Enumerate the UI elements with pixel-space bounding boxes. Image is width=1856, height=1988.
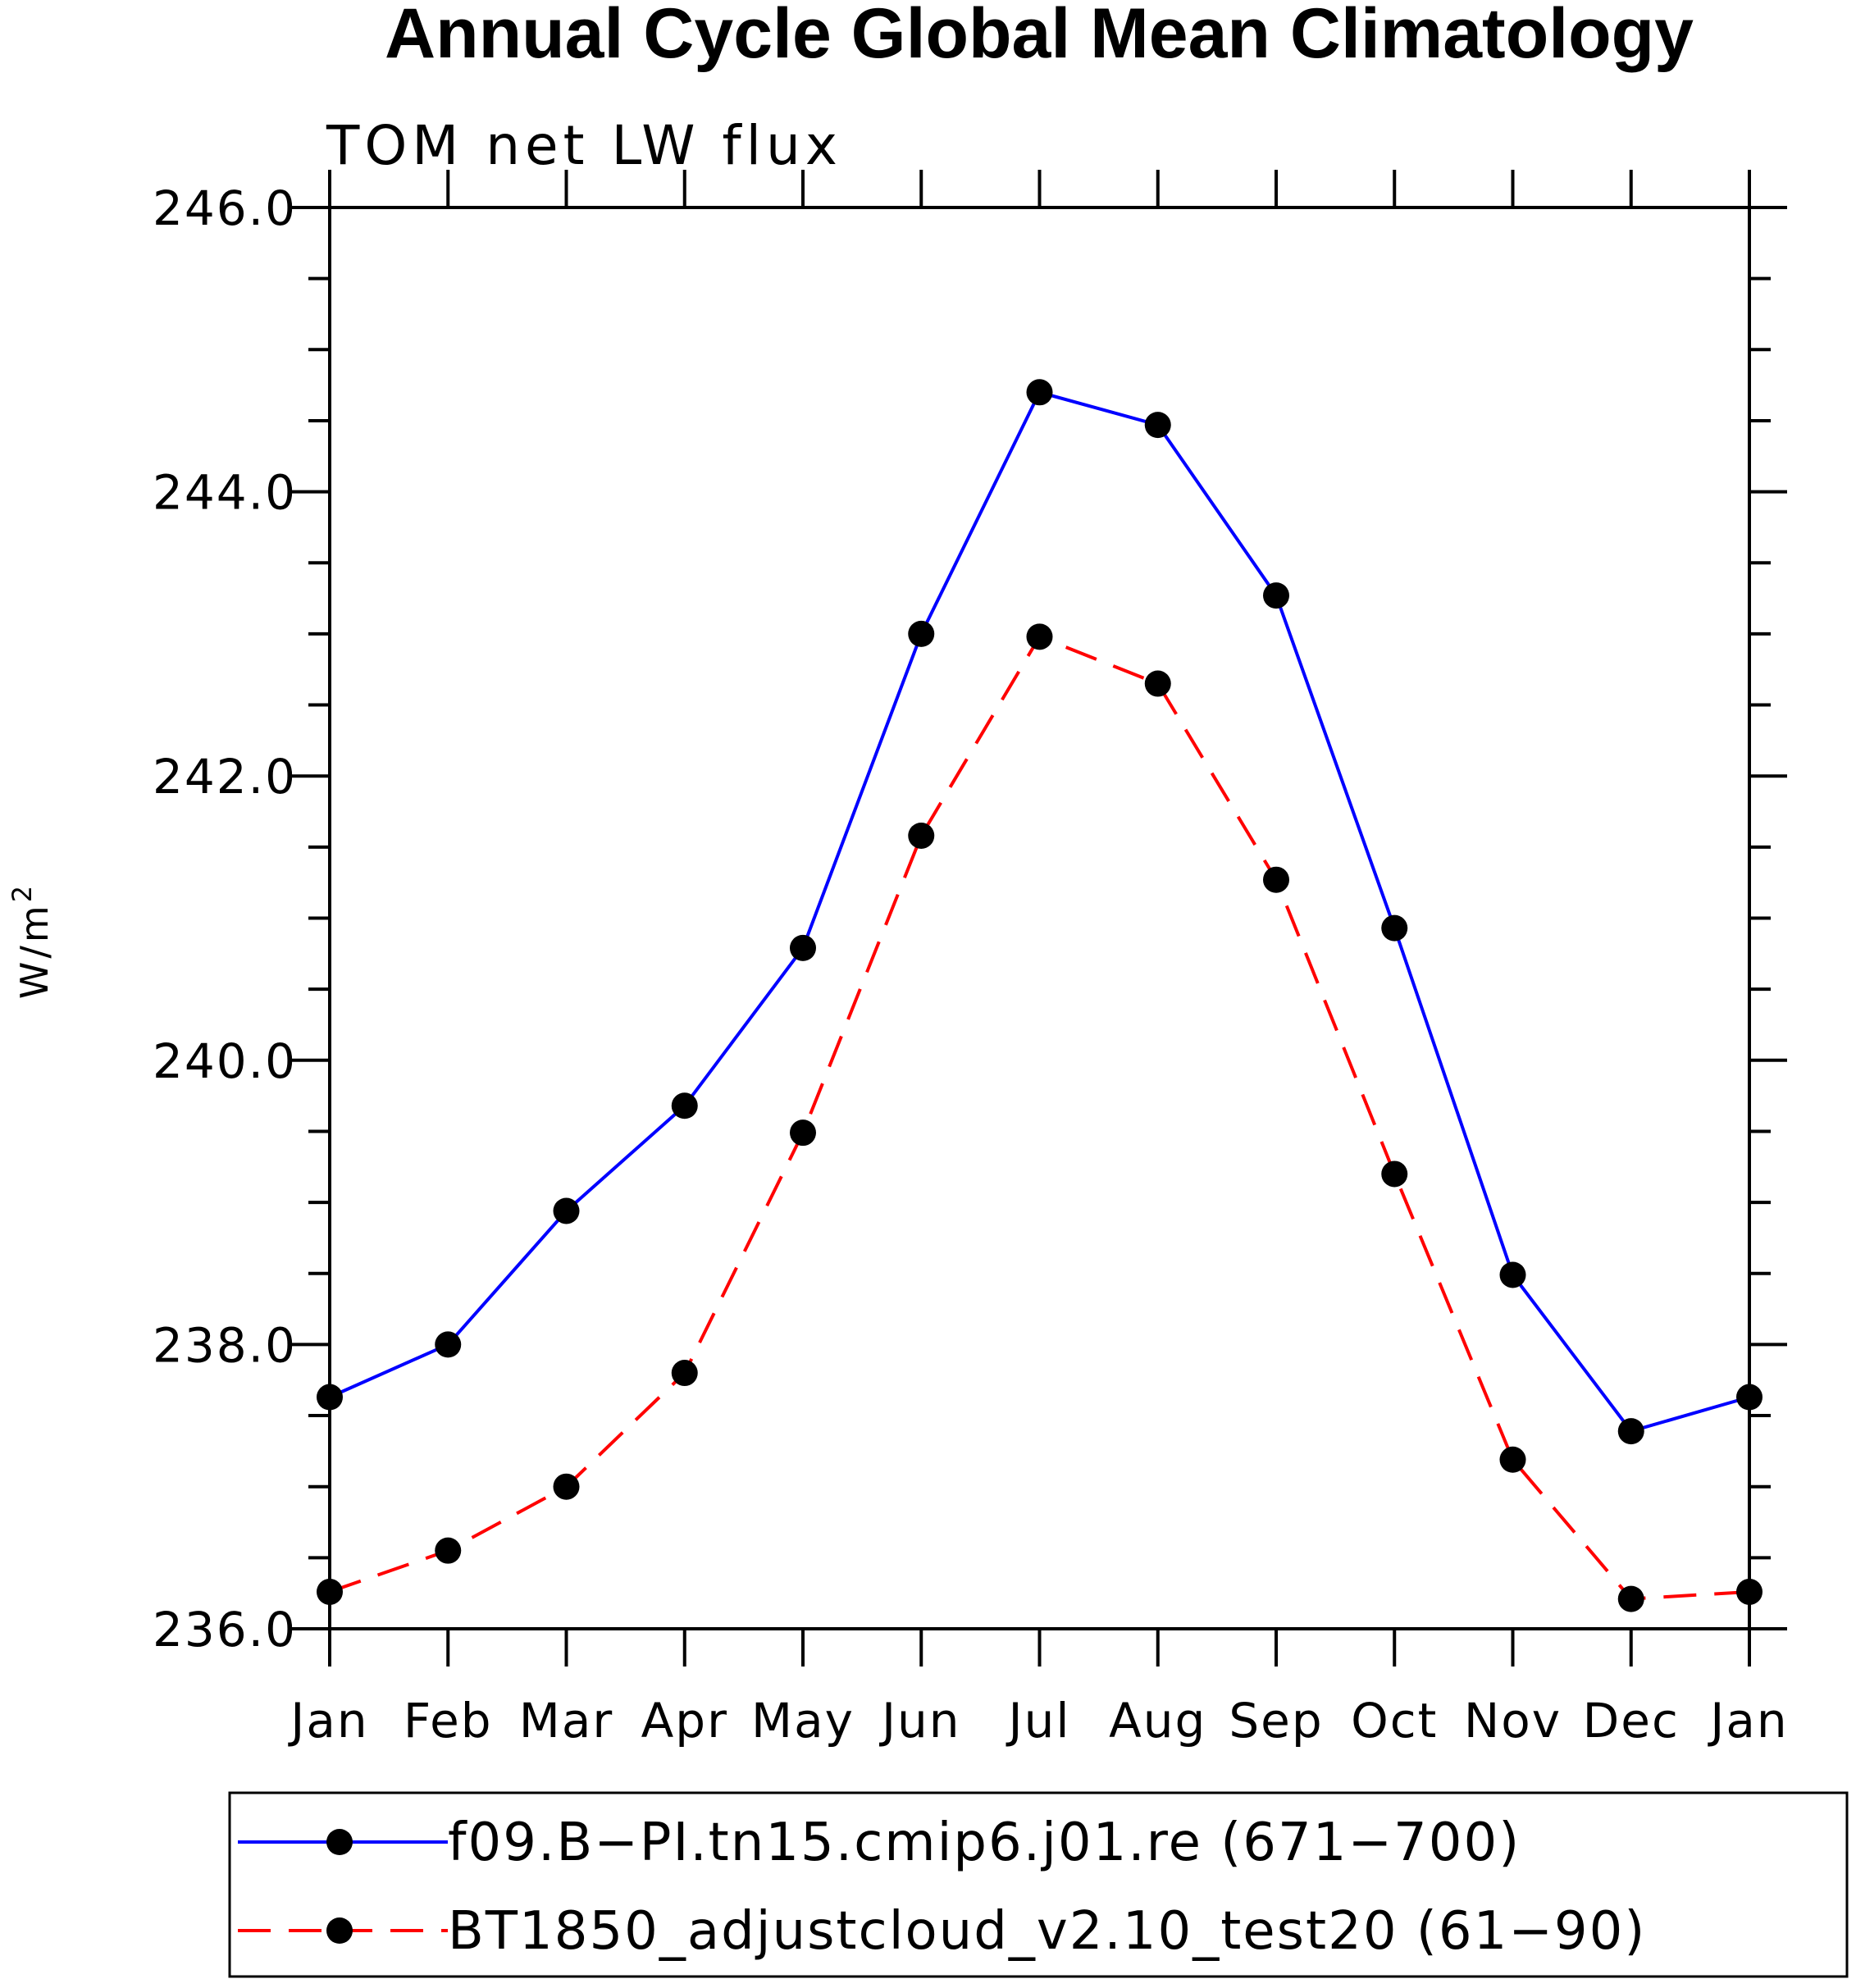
data-point-series-2 [1381, 1160, 1408, 1188]
x-tick-label: May [751, 1693, 855, 1749]
data-point-series-1 [553, 1197, 580, 1224]
x-tick-label: Sep [1229, 1693, 1323, 1749]
x-tick-label: Jan [288, 1693, 368, 1749]
data-point-series-1 [1736, 1384, 1763, 1411]
series-markers [317, 379, 1763, 1612]
data-point-series-2 [1499, 1446, 1526, 1473]
data-point-series-1 [790, 934, 816, 961]
y-tick-label: 244.0 [153, 465, 297, 521]
data-point-series-1 [1263, 582, 1289, 609]
x-tick-label: Mar [519, 1693, 613, 1749]
legend-marker-series-1 [326, 1829, 353, 1855]
legend-marker-series-2 [326, 1917, 353, 1944]
x-tick-label: Apr [641, 1693, 728, 1749]
series-lines [329, 390, 1750, 1601]
y-tick-label: 240.0 [153, 1033, 297, 1089]
y-axis-label: W/m2 [7, 882, 57, 999]
plot-frame [328, 206, 1751, 1630]
data-point-series-1 [317, 1384, 343, 1411]
y-tick-label: 236.0 [153, 1602, 297, 1657]
data-point-series-1 [1144, 412, 1171, 439]
x-tick-label: Aug [1109, 1693, 1206, 1749]
chart-title: Annual Cycle Global Mean Climatology [385, 0, 1694, 73]
chart-subtitle: TOM net LW flux [326, 114, 842, 177]
data-point-series-1 [1617, 1418, 1644, 1445]
x-tick-labels: Jan Feb Mar Apr May Jun Jul Aug Sep Oct Nov Dec Jan [288, 1693, 1788, 1749]
data-point-series-2 [671, 1360, 698, 1387]
data-point-series-2 [1026, 623, 1053, 650]
svg-text:W/m2: W/m2 [7, 882, 57, 999]
y-axis-label-text: W/m [12, 902, 57, 999]
series-line-1 [329, 390, 1750, 1434]
axis-ticks [292, 170, 1787, 1667]
data-point-series-1 [1381, 914, 1408, 942]
x-tick-label: Feb [404, 1693, 493, 1749]
data-point-series-1 [1499, 1261, 1526, 1288]
data-point-series-1 [671, 1092, 698, 1119]
data-point-series-2 [1263, 866, 1289, 893]
legend-label-series-1: f09.B−PI.tn15.cmip6.j01.re (671−700) [448, 1812, 1521, 1873]
x-tick-label: Jul [1006, 1693, 1071, 1749]
x-tick-label: Jun [879, 1693, 961, 1749]
data-point-series-1 [908, 620, 935, 647]
data-point-series-2 [553, 1473, 580, 1500]
data-point-series-2 [1736, 1578, 1763, 1605]
series-line-2 [329, 634, 1750, 1601]
y-tick-labels: 236.0 238.0 240.0 242.0 244.0 246.0 [153, 180, 297, 1657]
x-tick-label: Jan [1708, 1693, 1788, 1749]
data-point-series-2 [1144, 670, 1171, 697]
x-tick-label: Nov [1464, 1693, 1562, 1749]
x-tick-label: Dec [1583, 1693, 1680, 1749]
data-point-series-1 [1026, 379, 1053, 406]
data-point-series-2 [435, 1537, 462, 1564]
y-tick-label: 246.0 [153, 180, 297, 236]
data-point-series-2 [790, 1119, 816, 1147]
y-tick-label: 242.0 [153, 749, 297, 805]
data-point-series-2 [908, 822, 935, 849]
legend-label-series-2: BT1850_adjustcloud_v2.10_test20 (61−90) [448, 1901, 1646, 1962]
legend: f09.B−PI.tn15.cmip6.j01.re (671−700) BT1… [228, 1791, 1849, 1978]
x-tick-label: Oct [1351, 1693, 1438, 1749]
data-point-series-2 [317, 1578, 343, 1605]
y-tick-label: 238.0 [153, 1317, 297, 1373]
y-axis-label-superscript: 2 [7, 882, 38, 902]
data-point-series-2 [1617, 1585, 1644, 1612]
legend-box [228, 1791, 1849, 1978]
data-point-series-1 [435, 1331, 462, 1358]
